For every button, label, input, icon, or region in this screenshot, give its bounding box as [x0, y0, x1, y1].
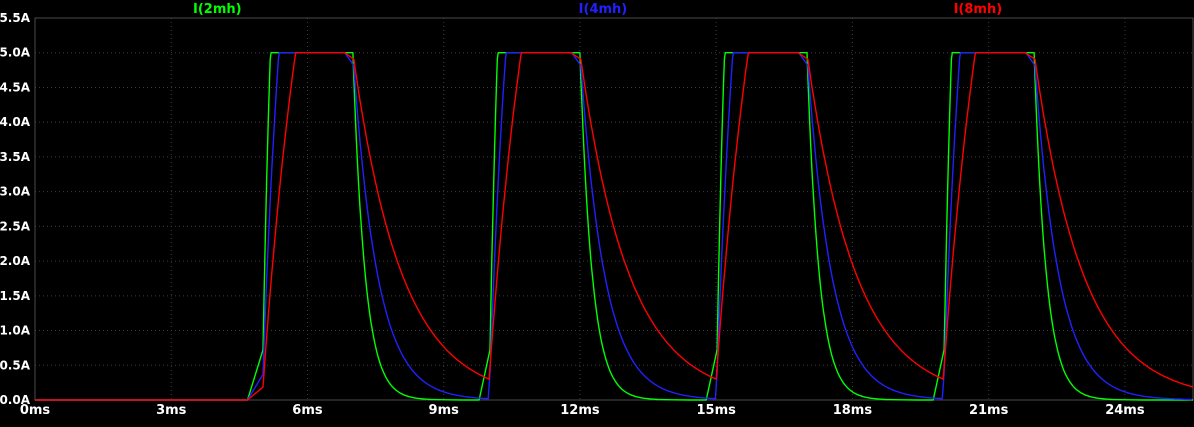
- x-tick-label: 9ms: [429, 403, 460, 418]
- y-tick-label: 4.0A: [0, 115, 31, 129]
- y-tick-label: 2.0A: [0, 254, 31, 268]
- y-tick-label: 4.5A: [0, 80, 31, 94]
- x-tick-label: 15ms: [696, 403, 736, 418]
- x-tick-label: 12ms: [560, 403, 600, 418]
- x-tick-label: 0ms: [20, 403, 51, 418]
- trace-I(2mh)[interactable]: [35, 52, 1193, 401]
- x-tick-label: 24ms: [1105, 403, 1145, 418]
- y-tick-label: 0.5A: [0, 358, 31, 372]
- y-tick-label: 1.5A: [0, 289, 31, 303]
- x-tick-label: 3ms: [156, 403, 187, 418]
- y-tick-label: 3.5A: [0, 150, 31, 164]
- x-tick-label: 6ms: [292, 403, 323, 418]
- trace-label-0[interactable]: I(2mh): [193, 2, 242, 17]
- y-tick-label: 1.0A: [0, 324, 31, 338]
- trace-I(4mh)[interactable]: [35, 52, 1193, 401]
- y-tick-label: 2.5A: [0, 219, 31, 233]
- trace-legend: I(2mh) I(4mh) I(8mh): [0, 2, 1194, 20]
- trace-label-2[interactable]: I(8mh): [953, 2, 1003, 17]
- x-tick-label: 21ms: [969, 403, 1009, 418]
- plot-border: [34, 17, 1194, 401]
- trace-label-1[interactable]: I(4mh): [578, 2, 628, 17]
- y-tick-label: 5.5A: [0, 11, 31, 25]
- y-tick-label: 5.0A: [0, 46, 31, 60]
- x-tick-label: 18ms: [833, 403, 873, 418]
- y-tick-label: 3.0A: [0, 185, 31, 199]
- trace-I(8mh)[interactable]: [35, 52, 1194, 401]
- y-tick-label: 0.0A: [0, 393, 31, 407]
